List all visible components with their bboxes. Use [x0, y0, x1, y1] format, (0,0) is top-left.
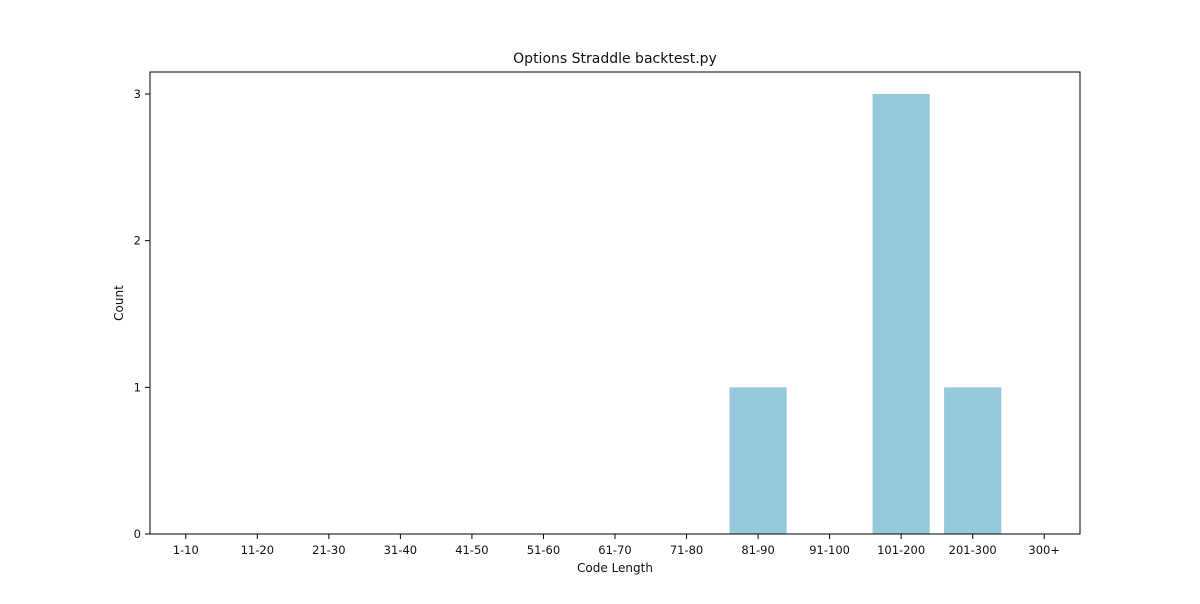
- y-tick-label: 1: [134, 380, 141, 394]
- chart-title: Options Straddle backtest.py: [513, 51, 717, 67]
- x-tick-label: 51-60: [527, 543, 560, 557]
- x-tick-label: 81-90: [741, 543, 774, 557]
- x-tick-label: 21-30: [312, 543, 345, 557]
- bar-101-200: [872, 94, 930, 534]
- plot-frame: [149, 71, 1081, 535]
- x-axis: 1-10 11-20 21-30 31-40 41-50 51-60 61-70 71-80 8…: [173, 534, 1060, 557]
- x-tick-label: 1-10: [173, 543, 199, 557]
- y-axis-label: Count: [112, 285, 126, 321]
- y-tick-label: 3: [134, 87, 141, 101]
- x-tick-label: 41-50: [455, 543, 488, 557]
- x-tick-label: 31-40: [384, 543, 417, 557]
- y-axis: 0 1 2 3: [134, 87, 150, 541]
- x-tick-label: 11-20: [241, 543, 274, 557]
- y-tick-label: 0: [134, 527, 141, 541]
- x-tick-label: 201-300: [949, 543, 997, 557]
- y-tick-label: 2: [134, 234, 141, 248]
- x-tick-label: 101-200: [877, 543, 925, 557]
- bars-layer: [729, 94, 1002, 534]
- x-tick-label: 61-70: [598, 543, 631, 557]
- x-tick-label: 71-80: [670, 543, 703, 557]
- x-axis-label: Code Length: [577, 561, 653, 575]
- bar-81-90: [729, 387, 787, 534]
- x-tick-label: 91-100: [809, 543, 850, 557]
- bar-201-300: [944, 387, 1002, 534]
- x-tick-label: 300+: [1028, 543, 1060, 557]
